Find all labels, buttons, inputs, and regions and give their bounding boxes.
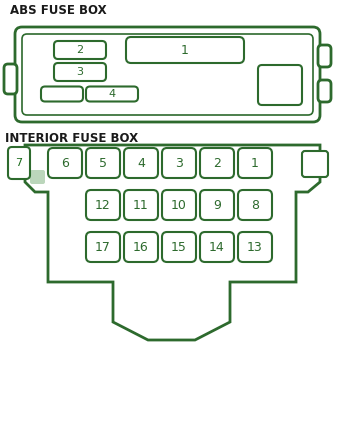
FancyBboxPatch shape bbox=[15, 27, 320, 122]
FancyBboxPatch shape bbox=[86, 148, 120, 178]
FancyBboxPatch shape bbox=[200, 148, 234, 178]
FancyBboxPatch shape bbox=[162, 232, 196, 262]
FancyBboxPatch shape bbox=[22, 34, 313, 115]
FancyBboxPatch shape bbox=[238, 190, 272, 220]
Text: 12: 12 bbox=[95, 198, 111, 212]
Text: 2: 2 bbox=[213, 157, 221, 169]
FancyBboxPatch shape bbox=[86, 190, 120, 220]
Text: 10: 10 bbox=[171, 198, 187, 212]
FancyBboxPatch shape bbox=[200, 232, 234, 262]
FancyBboxPatch shape bbox=[162, 190, 196, 220]
FancyBboxPatch shape bbox=[54, 63, 106, 81]
FancyBboxPatch shape bbox=[41, 87, 83, 102]
Text: 14: 14 bbox=[209, 241, 225, 253]
FancyBboxPatch shape bbox=[200, 190, 234, 220]
FancyBboxPatch shape bbox=[124, 190, 158, 220]
FancyBboxPatch shape bbox=[126, 37, 244, 63]
Text: 2: 2 bbox=[76, 45, 84, 55]
Polygon shape bbox=[25, 145, 320, 340]
Text: 1: 1 bbox=[181, 44, 189, 56]
FancyBboxPatch shape bbox=[86, 87, 138, 102]
Text: 3: 3 bbox=[76, 67, 84, 77]
FancyBboxPatch shape bbox=[238, 232, 272, 262]
FancyBboxPatch shape bbox=[302, 151, 328, 177]
Text: 4: 4 bbox=[108, 89, 116, 99]
FancyBboxPatch shape bbox=[54, 41, 106, 59]
FancyBboxPatch shape bbox=[124, 148, 158, 178]
FancyBboxPatch shape bbox=[8, 147, 30, 179]
Text: 15: 15 bbox=[171, 241, 187, 253]
Text: 16: 16 bbox=[133, 241, 149, 253]
Text: 4: 4 bbox=[137, 157, 145, 169]
Text: 5: 5 bbox=[99, 157, 107, 169]
FancyBboxPatch shape bbox=[30, 170, 45, 184]
Text: 6: 6 bbox=[61, 157, 69, 169]
FancyBboxPatch shape bbox=[124, 232, 158, 262]
Text: 7: 7 bbox=[15, 158, 23, 168]
Text: 17: 17 bbox=[95, 241, 111, 253]
Text: 9: 9 bbox=[213, 198, 221, 212]
FancyBboxPatch shape bbox=[258, 65, 302, 105]
Text: 8: 8 bbox=[251, 198, 259, 212]
FancyBboxPatch shape bbox=[48, 148, 82, 178]
FancyBboxPatch shape bbox=[86, 232, 120, 262]
Text: INTERIOR FUSE BOX: INTERIOR FUSE BOX bbox=[5, 132, 138, 145]
FancyBboxPatch shape bbox=[4, 64, 17, 94]
Text: 1: 1 bbox=[251, 157, 259, 169]
Text: 13: 13 bbox=[247, 241, 263, 253]
Text: ABS FUSE BOX: ABS FUSE BOX bbox=[10, 4, 107, 17]
FancyBboxPatch shape bbox=[318, 45, 331, 67]
Text: 3: 3 bbox=[175, 157, 183, 169]
FancyBboxPatch shape bbox=[318, 80, 331, 102]
Text: 11: 11 bbox=[133, 198, 149, 212]
FancyBboxPatch shape bbox=[238, 148, 272, 178]
FancyBboxPatch shape bbox=[162, 148, 196, 178]
